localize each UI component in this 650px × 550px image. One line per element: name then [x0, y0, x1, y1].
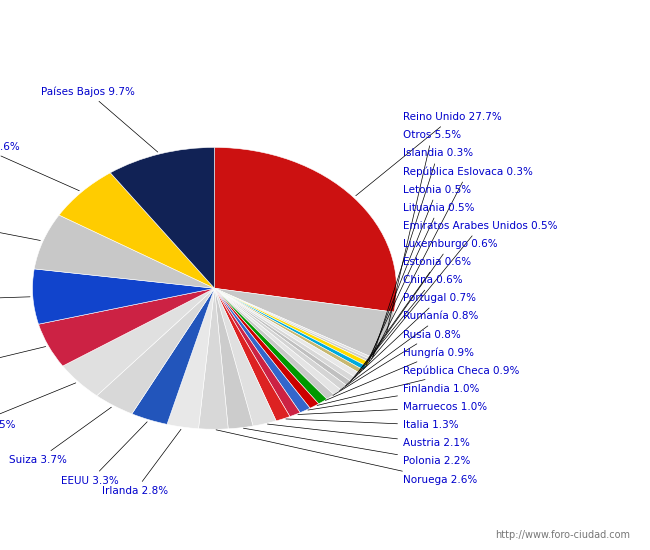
Text: Otros 5.5%: Otros 5.5%	[387, 130, 461, 333]
Wedge shape	[97, 288, 214, 414]
Wedge shape	[132, 288, 214, 425]
Wedge shape	[59, 173, 215, 288]
Wedge shape	[214, 288, 300, 416]
Text: Polonia 2.2%: Polonia 2.2%	[244, 428, 471, 466]
Text: Italia 1.3%: Italia 1.3%	[286, 419, 459, 430]
Wedge shape	[214, 288, 327, 404]
Text: Países Bajos 9.7%: Países Bajos 9.7%	[41, 86, 158, 152]
Text: China 0.6%: China 0.6%	[350, 275, 463, 381]
Wedge shape	[214, 288, 253, 429]
Wedge shape	[214, 288, 351, 386]
Text: Francia 5.2%: Francia 5.2%	[0, 346, 46, 378]
Text: Finlandia 1.0%: Finlandia 1.0%	[308, 384, 480, 410]
Wedge shape	[214, 288, 341, 394]
Text: Irlanda 2.8%: Irlanda 2.8%	[102, 429, 181, 497]
Text: Rusia 0.8%: Rusia 0.8%	[333, 329, 461, 395]
Wedge shape	[214, 288, 334, 399]
Text: Dinamarca 4.5%: Dinamarca 4.5%	[0, 383, 76, 430]
Text: http://www.foro-ciudad.com: http://www.foro-ciudad.com	[495, 530, 630, 540]
Wedge shape	[214, 288, 356, 382]
Wedge shape	[34, 215, 214, 288]
Wedge shape	[214, 288, 318, 408]
Text: República Checa 0.9%: República Checa 0.9%	[317, 366, 519, 405]
Wedge shape	[214, 288, 394, 358]
Wedge shape	[38, 288, 214, 366]
Wedge shape	[214, 288, 373, 360]
Wedge shape	[111, 147, 214, 288]
Text: Bélgica 6.5%: Bélgica 6.5%	[0, 214, 40, 240]
Text: Hungría 0.9%: Hungría 0.9%	[326, 348, 474, 400]
Text: Austria 2.1%: Austria 2.1%	[268, 424, 470, 448]
Text: Benahavís - Turistas extranjeros según país - Octubre de 2024: Benahavís - Turistas extranjeros según p…	[96, 15, 554, 31]
Wedge shape	[214, 288, 363, 373]
Text: EEUU 3.3%: EEUU 3.3%	[61, 422, 147, 486]
Text: Rumanía 0.8%: Rumanía 0.8%	[340, 311, 478, 390]
Wedge shape	[214, 288, 276, 426]
Wedge shape	[32, 269, 215, 324]
Text: Reino Unido 27.7%: Reino Unido 27.7%	[356, 112, 502, 196]
Text: República Eslovaca 0.3%: República Eslovaca 0.3%	[372, 166, 533, 359]
Text: Noruega 2.6%: Noruega 2.6%	[216, 430, 477, 485]
Text: Luxemburgo 0.6%: Luxemburgo 0.6%	[359, 239, 498, 373]
Wedge shape	[214, 288, 369, 366]
Text: Alemania 6.6%: Alemania 6.6%	[0, 142, 79, 191]
Wedge shape	[214, 288, 359, 377]
Text: Marruecos 1.0%: Marruecos 1.0%	[298, 402, 487, 415]
Wedge shape	[214, 288, 371, 362]
Text: Letonia 0.5%: Letonia 0.5%	[369, 185, 471, 361]
Wedge shape	[198, 288, 228, 429]
Text: Suiza 3.7%: Suiza 3.7%	[9, 407, 111, 465]
Text: Suecia 6.3%: Suecia 6.3%	[0, 295, 30, 306]
Text: Estonia 0.6%: Estonia 0.6%	[355, 257, 471, 377]
Wedge shape	[214, 288, 367, 370]
Wedge shape	[214, 147, 396, 312]
Text: Lituania 0.5%: Lituania 0.5%	[366, 203, 474, 365]
Wedge shape	[214, 288, 346, 390]
Wedge shape	[62, 288, 215, 396]
Text: Portugal 0.7%: Portugal 0.7%	[346, 293, 476, 386]
Text: Islandia 0.3%: Islandia 0.3%	[373, 148, 473, 356]
Text: Emiratos Arabes Unidos 0.5%: Emiratos Arabes Unidos 0.5%	[363, 221, 558, 370]
Wedge shape	[167, 288, 214, 428]
Wedge shape	[214, 288, 310, 412]
Wedge shape	[214, 288, 290, 421]
